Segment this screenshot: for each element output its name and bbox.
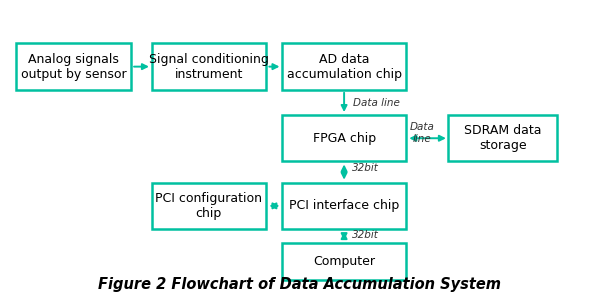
FancyBboxPatch shape	[283, 115, 406, 162]
Text: Data
line: Data line	[410, 122, 435, 144]
Text: Figure 2 Flowchart of Data Accumulation System: Figure 2 Flowchart of Data Accumulation …	[98, 277, 502, 292]
Text: Analog signals
output by sensor: Analog signals output by sensor	[21, 53, 127, 81]
FancyBboxPatch shape	[283, 44, 406, 90]
FancyBboxPatch shape	[283, 183, 406, 229]
FancyBboxPatch shape	[16, 44, 131, 90]
Text: 32bit: 32bit	[352, 230, 379, 240]
Text: SDRAM data
storage: SDRAM data storage	[464, 124, 542, 152]
Text: AD data
accumulation chip: AD data accumulation chip	[287, 53, 401, 81]
FancyBboxPatch shape	[152, 44, 266, 90]
Text: Data line: Data line	[353, 98, 400, 108]
FancyBboxPatch shape	[448, 115, 557, 162]
Text: 32bit: 32bit	[352, 163, 379, 173]
FancyBboxPatch shape	[152, 183, 266, 229]
Text: PCI configuration
chip: PCI configuration chip	[155, 192, 262, 220]
Text: FPGA chip: FPGA chip	[313, 132, 376, 145]
Text: PCI interface chip: PCI interface chip	[289, 199, 399, 212]
Text: Signal conditioning
instrument: Signal conditioning instrument	[149, 53, 269, 81]
FancyBboxPatch shape	[283, 243, 406, 280]
Text: Computer: Computer	[313, 255, 375, 268]
